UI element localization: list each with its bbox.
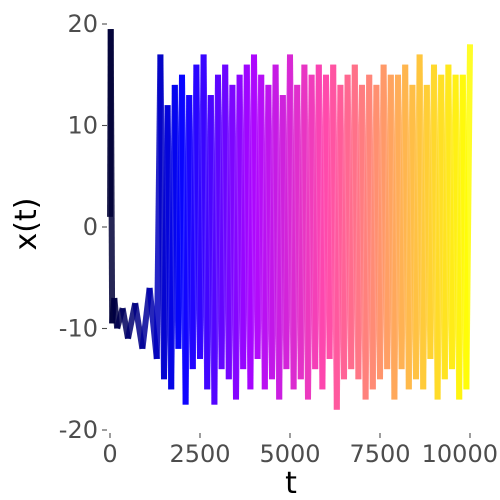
x-tick-label: 5000 bbox=[259, 440, 320, 468]
y-tick-label: 10 bbox=[67, 112, 98, 140]
series-0-segment-96 bbox=[463, 44, 473, 390]
x-axis-title: t bbox=[285, 466, 297, 500]
x-tick-label: 0 bbox=[102, 440, 117, 468]
series-line-group bbox=[107, 29, 473, 410]
y-tick-label: 20 bbox=[67, 10, 98, 38]
x-tick-label: 7500 bbox=[349, 440, 410, 468]
y-axis: -20 -10 0 10 20 bbox=[59, 10, 107, 444]
x-tick-label: 2500 bbox=[169, 440, 230, 468]
x-tick-label: 10000 bbox=[422, 440, 498, 468]
y-tick-label: -20 bbox=[59, 416, 98, 444]
series-0-segment-1 bbox=[107, 29, 116, 324]
x-axis: 0 2500 5000 7500 10000 bbox=[102, 433, 498, 468]
y-axis-title: x(t) bbox=[9, 198, 44, 251]
y-tick-label: 0 bbox=[83, 213, 98, 241]
y-tick-label: -10 bbox=[59, 315, 98, 343]
